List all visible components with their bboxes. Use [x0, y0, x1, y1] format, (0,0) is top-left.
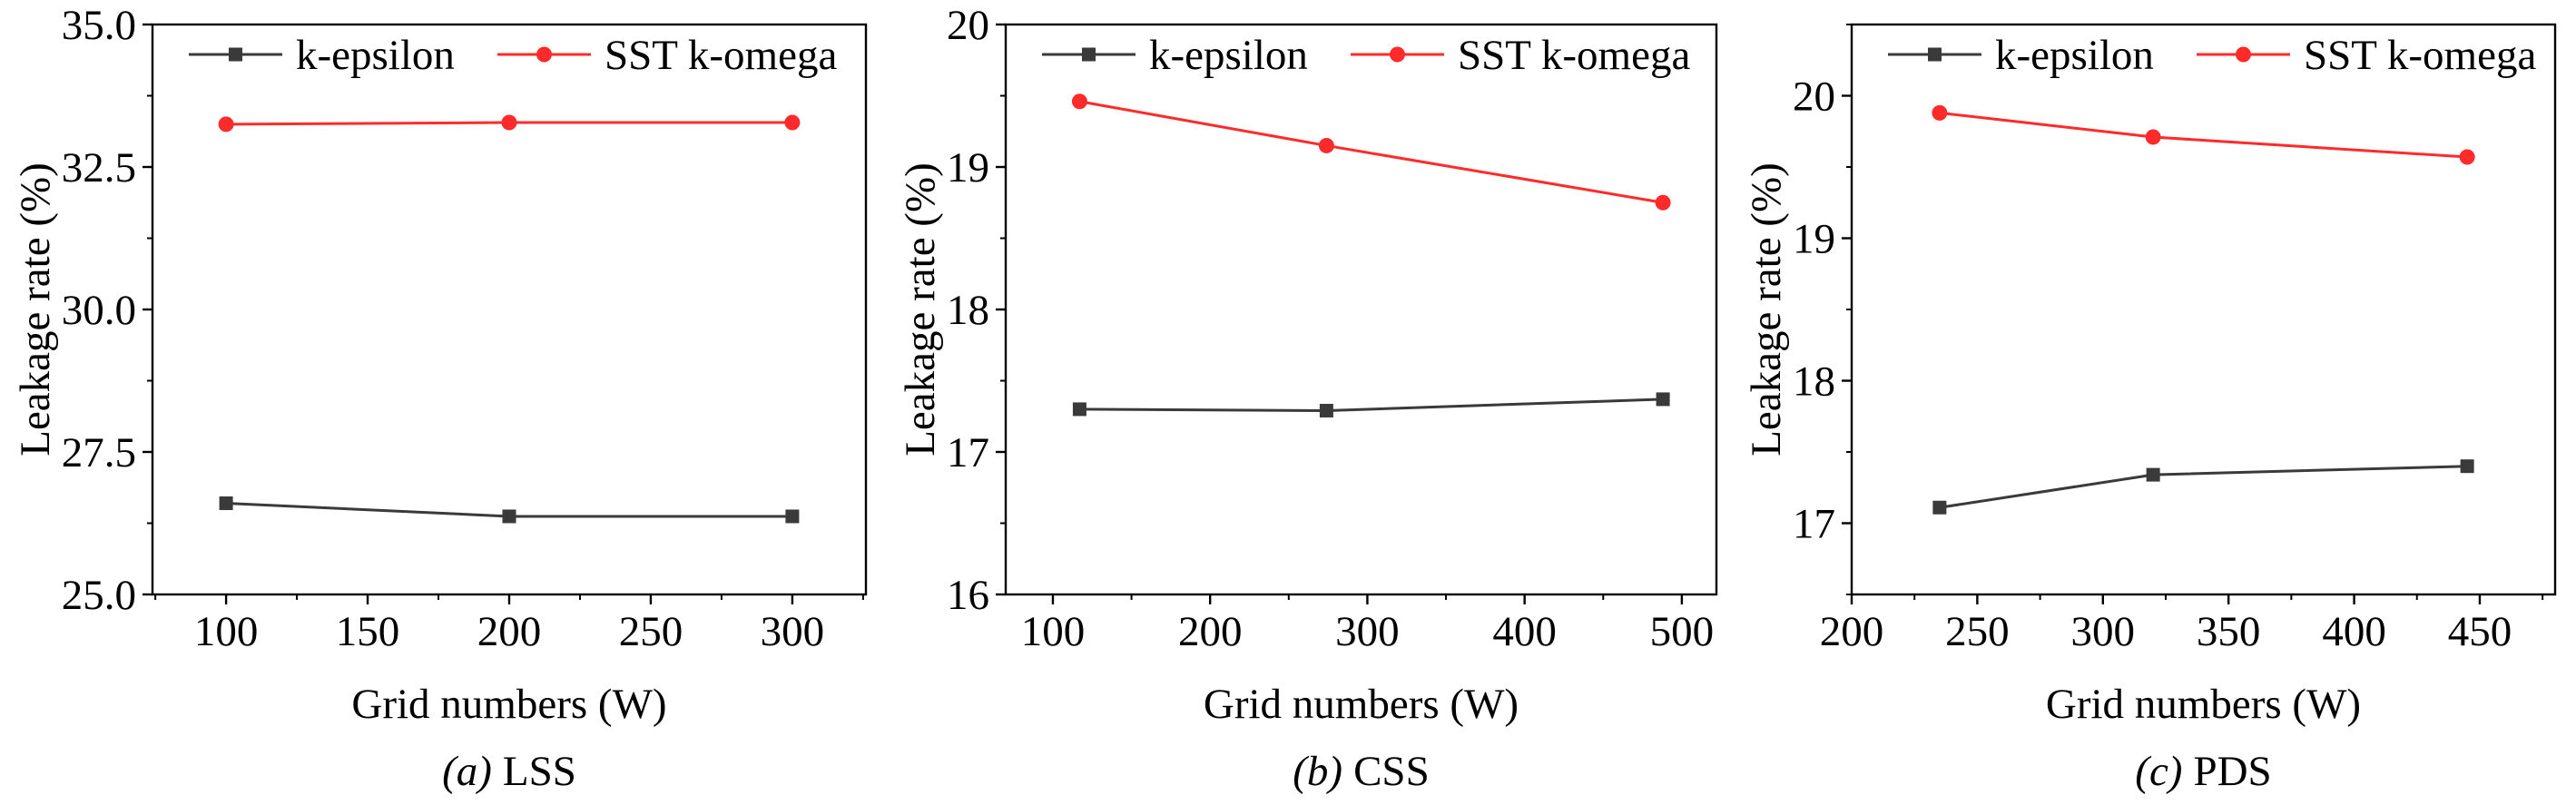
- sst-k-omega-point: [1318, 137, 1334, 153]
- legend-label-k-epsilon: k-epsilon: [1995, 32, 2154, 79]
- x-tick-label: 200: [1178, 608, 1243, 655]
- legend-marker-sst-k-omega: [2236, 46, 2251, 63]
- k-epsilon-point: [219, 496, 233, 511]
- legend: k-epsilon SST k-omega: [189, 32, 837, 79]
- x-tick-label: 200: [477, 608, 542, 655]
- x-tick-label: 250: [619, 608, 683, 655]
- x-axis: 100 150 200 250 300: [154, 594, 864, 655]
- y-tick-label: 18: [1793, 358, 1835, 406]
- caption-name: LSS: [503, 748, 576, 795]
- k-epsilon-point: [2146, 467, 2160, 482]
- sst-k-omega-point: [2459, 149, 2475, 165]
- x-axis: 100 200 300 400 500: [1021, 594, 1714, 655]
- series-sst-k-omega: [218, 114, 801, 133]
- k-epsilon-point: [1932, 500, 1947, 515]
- series-k-epsilon: [219, 496, 800, 524]
- y-axis: 16 17 18 19 20: [947, 2, 1006, 619]
- sst-k-omega-point: [218, 116, 234, 133]
- legend-label-sst-k-omega: SST k-omega: [2304, 32, 2536, 79]
- y-axis: 25.0 27.5 30.0 32.5 35.0: [62, 2, 152, 619]
- caption-label: (c): [2135, 748, 2182, 795]
- sst-k-omega-point: [1655, 194, 1671, 211]
- x-tick-label: 300: [1335, 608, 1400, 655]
- plot-frame: [1004, 23, 1718, 596]
- chart-caption: (b) CSS: [1293, 748, 1429, 795]
- legend-label-sst-k-omega: SST k-omega: [1458, 32, 1690, 79]
- x-tick-label: 350: [2197, 608, 2261, 655]
- x-tick-label: 450: [2448, 608, 2512, 655]
- y-tick-label: 16: [947, 572, 989, 619]
- x-tick-label: 300: [761, 608, 825, 655]
- chart-caption: (a) LSS: [442, 748, 576, 795]
- sst-k-omega-point: [1932, 104, 1948, 121]
- series-sst-k-omega: [1071, 93, 1671, 211]
- x-tick-label: 400: [2322, 608, 2386, 655]
- sst-k-omega-point: [2145, 129, 2161, 145]
- chart-lss: 25.0 27.5 30.0 32.5 35.0 100 150 200 250 300 k-eps…: [12, 2, 868, 795]
- x-tick-label: 100: [1021, 608, 1086, 655]
- x-tick-label: 400: [1492, 608, 1557, 655]
- x-axis-title: Grid numbers (W): [1204, 681, 1519, 728]
- legend-label-k-epsilon: k-epsilon: [296, 32, 455, 79]
- y-tick-label: 35.0: [62, 2, 136, 49]
- sst-k-omega-point: [1071, 93, 1087, 110]
- caption-label: (a): [442, 748, 492, 795]
- series-k-epsilon: [1072, 392, 1670, 417]
- y-tick-label: 20: [1793, 74, 1835, 121]
- y-tick-label: 32.5: [62, 144, 136, 191]
- k-epsilon-point: [785, 509, 800, 524]
- x-axis-title: Grid numbers (W): [351, 681, 666, 728]
- y-tick-label: 25.0: [62, 572, 136, 619]
- x-tick-label: 100: [194, 608, 259, 655]
- y-tick-label: 27.5: [62, 429, 136, 476]
- legend-label-k-epsilon: k-epsilon: [1149, 32, 1308, 79]
- y-axis-title: Leakage rate (%): [12, 162, 59, 456]
- legend: k-epsilon SST k-omega: [1888, 32, 2536, 79]
- plot-frame: [151, 23, 868, 596]
- chart-caption: (c) PDS: [2135, 748, 2271, 795]
- k-epsilon-point: [1656, 392, 1670, 407]
- y-tick-label: 18: [947, 287, 989, 334]
- legend-marker-k-epsilon: [229, 47, 242, 62]
- y-axis-title: Leakage rate (%): [1743, 162, 1790, 456]
- series-k-epsilon: [1932, 459, 2474, 515]
- y-axis-title: Leakage rate (%): [897, 162, 944, 456]
- legend-marker-k-epsilon: [1928, 47, 1942, 62]
- x-axis: 200 250 300 350 400 450: [1820, 594, 2544, 655]
- k-epsilon-point: [1072, 402, 1086, 417]
- series-sst-k-omega: [1932, 104, 2475, 165]
- legend-marker-k-epsilon: [1082, 47, 1096, 62]
- y-tick-label: 19: [1793, 216, 1835, 263]
- legend-marker-sst-k-omega: [1390, 46, 1405, 63]
- plot-frame: [1850, 23, 2557, 596]
- caption-name: PDS: [2193, 748, 2271, 795]
- chart-css: 16 17 18 19 20 100 200 300 400 500 k-epsilon SST k-…: [897, 2, 1718, 795]
- caption-name: CSS: [1353, 748, 1430, 795]
- k-epsilon-point: [2460, 459, 2474, 474]
- legend-marker-sst-k-omega: [536, 46, 552, 63]
- y-tick-label: 17: [1793, 501, 1835, 548]
- chart-pds: 17 18 19 20 200 250 300 350 400 450 k-epsilon SST k…: [1743, 23, 2557, 795]
- y-tick-label: 19: [947, 144, 989, 191]
- x-tick-label: 300: [2071, 608, 2136, 655]
- sst-k-omega-point: [784, 114, 801, 131]
- legend-label-sst-k-omega: SST k-omega: [605, 32, 837, 79]
- x-tick-label: 150: [336, 608, 400, 655]
- y-tick-label: 20: [947, 2, 989, 49]
- legend: k-epsilon SST k-omega: [1042, 32, 1690, 79]
- x-tick-label: 500: [1650, 608, 1715, 655]
- k-epsilon-point: [1319, 403, 1333, 417]
- sst-k-omega-point: [501, 114, 517, 131]
- x-axis-title: Grid numbers (W): [2046, 681, 2361, 728]
- caption-label: (b): [1293, 748, 1342, 795]
- y-tick-label: 17: [947, 429, 989, 476]
- x-tick-label: 250: [1945, 608, 2010, 655]
- x-tick-label: 200: [1820, 608, 1884, 655]
- y-tick-label: 30.0: [62, 287, 136, 334]
- k-epsilon-point: [502, 509, 516, 524]
- y-axis: 17 18 19 20: [1793, 24, 1852, 595]
